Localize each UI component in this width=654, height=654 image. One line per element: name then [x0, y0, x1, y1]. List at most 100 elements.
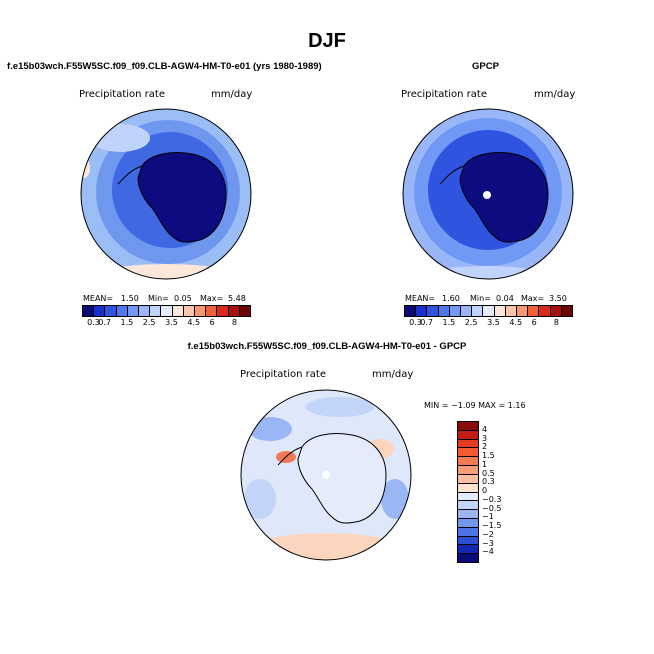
colorbar-swatch	[127, 306, 140, 316]
diff-colorbar-labels: 4 3 2 1.5 1 0.5 0.3 0 −0.3 −0.5 −1 −1.5 −2 −3 −4	[482, 421, 522, 561]
colorbar-swatch	[116, 306, 128, 316]
colorbar-swatch	[483, 306, 495, 316]
colorbar-swatch	[195, 306, 207, 316]
colorbar-swatch	[438, 306, 450, 316]
colorbar-tick-label: −3	[482, 538, 494, 548]
colorbar-swatch	[449, 306, 462, 316]
right-map-peninsula	[439, 165, 465, 185]
diff-map-antarctica	[297, 433, 387, 524]
colorbar-swatch	[550, 306, 562, 316]
right-panel-title: GPCP	[472, 61, 499, 72]
colorbar-swatch	[458, 474, 478, 484]
colorbar-swatch	[561, 306, 573, 316]
right-max-value: 3.50	[549, 294, 567, 303]
colorbar-tick-label: 8	[553, 318, 559, 327]
right-min-label: Min=	[470, 294, 491, 303]
diff-map-neg-patch-w	[244, 479, 276, 519]
colorbar-tick-label: 0.7	[420, 318, 433, 327]
diff-map-neg-patch-e	[381, 479, 409, 519]
colorbar-swatch	[458, 545, 478, 555]
left-polar-map	[80, 108, 252, 280]
colorbar-tick-label: 2.5	[142, 318, 156, 327]
colorbar-tick-label: 1.5	[482, 451, 495, 460]
left-map-antarctica	[137, 152, 227, 243]
colorbar-tick-label: 1.5	[120, 318, 134, 327]
colorbar-swatch	[461, 306, 473, 316]
diff-map-pole-gap	[322, 471, 330, 479]
right-mean-label: MEAN=	[405, 294, 436, 303]
colorbar-swatch	[217, 306, 229, 316]
colorbar-swatch	[458, 527, 478, 537]
colorbar-tick-label: 1.5	[442, 318, 456, 327]
colorbar-tick-label: −0.5	[482, 503, 502, 513]
colorbar-swatch	[458, 501, 478, 511]
left-map-border	[80, 108, 252, 280]
right-max-label: Max=	[521, 294, 545, 303]
colorbar-swatch	[505, 306, 518, 316]
colorbar-tick-label: −1.5	[482, 521, 502, 530]
left-map-peninsula	[117, 165, 143, 185]
diff-map-border	[240, 389, 412, 561]
colorbar-swatch	[416, 306, 428, 316]
colorbar-swatch	[105, 306, 117, 316]
right-units-label: mm/day	[534, 89, 576, 100]
colorbar-tick-label: −4	[482, 547, 494, 557]
left-mean-label: MEAN=	[83, 294, 114, 303]
main-title: DJF	[308, 30, 346, 52]
colorbar-swatch	[183, 306, 196, 316]
colorbar-swatch	[458, 536, 478, 546]
colorbar-swatch	[517, 306, 529, 316]
right-polar-map	[402, 108, 574, 280]
colorbar-tick-label: 6	[209, 318, 215, 327]
diff-panel-title: f.e15b03wch.F55W5SC.f09_f09.CLB-AGW4-HM-…	[187, 341, 467, 352]
colorbar-swatch	[458, 483, 478, 493]
colorbar-tick-label: 3.5	[165, 318, 178, 327]
left-min-label: Min=	[148, 294, 169, 303]
colorbar-tick-label: 0	[482, 486, 488, 495]
colorbar-swatch	[539, 306, 551, 316]
colorbar-swatch	[405, 306, 417, 316]
right-map-light-patch-south	[426, 266, 546, 279]
colorbar-swatch	[494, 306, 506, 316]
colorbar-tick-label: 1	[482, 459, 488, 469]
left-max-value: 5.48	[228, 294, 246, 303]
colorbar-swatch	[458, 510, 478, 519]
colorbar-tick-label: 4	[482, 424, 488, 434]
colorbar-tick-label: −1	[482, 512, 494, 522]
left-colorbar	[82, 305, 251, 317]
diff-map-peninsula	[277, 446, 303, 466]
colorbar-swatch	[427, 306, 439, 316]
colorbar-swatch	[458, 554, 478, 562]
right-map-border	[402, 108, 574, 280]
colorbar-swatch	[528, 306, 540, 316]
colorbar-tick-label: 2.5	[464, 318, 478, 327]
colorbar-swatch	[94, 306, 106, 316]
colorbar-swatch	[228, 306, 240, 316]
colorbar-swatch	[83, 306, 95, 316]
colorbar-swatch	[139, 306, 151, 316]
colorbar-tick-label: 8	[231, 318, 237, 327]
colorbar-tick-label: 0.7	[98, 318, 111, 327]
right-variable-label: Precipitation rate	[401, 89, 487, 100]
left-mean-value: 1.50	[121, 294, 139, 303]
colorbar-swatch	[458, 448, 478, 458]
right-colorbar-ticks: 0.3 0.7 1.5 2.5 3.5 4.5 6 8	[404, 318, 571, 328]
colorbar-tick-label: 6	[531, 318, 537, 327]
left-max-label: Max=	[200, 294, 224, 303]
left-variable-label: Precipitation rate	[79, 89, 165, 100]
colorbar-swatch	[458, 518, 478, 528]
right-mean-value: 1.60	[442, 294, 460, 303]
left-map-warm-patch-south	[96, 264, 236, 279]
colorbar-tick-label: 0.3	[482, 477, 495, 487]
colorbar-swatch	[458, 439, 478, 449]
colorbar-tick-label: 0.3	[409, 318, 422, 327]
diff-variable-label: Precipitation rate	[240, 369, 326, 380]
colorbar-swatch	[458, 492, 478, 502]
colorbar-tick-label: 4.5	[509, 318, 523, 327]
diff-map-neg-patch-n	[306, 397, 374, 417]
colorbar-swatch	[458, 466, 478, 475]
diff-minmax-label: MIN = −1.09 MAX = 1.16	[424, 401, 526, 410]
colorbar-tick-label: 0.3	[87, 318, 100, 327]
left-panel-title: f.e15b03wch.F55W5SC.f09_f09.CLB-AGW4-HM-…	[7, 61, 322, 72]
colorbar-tick-label: −0.3	[482, 494, 502, 504]
